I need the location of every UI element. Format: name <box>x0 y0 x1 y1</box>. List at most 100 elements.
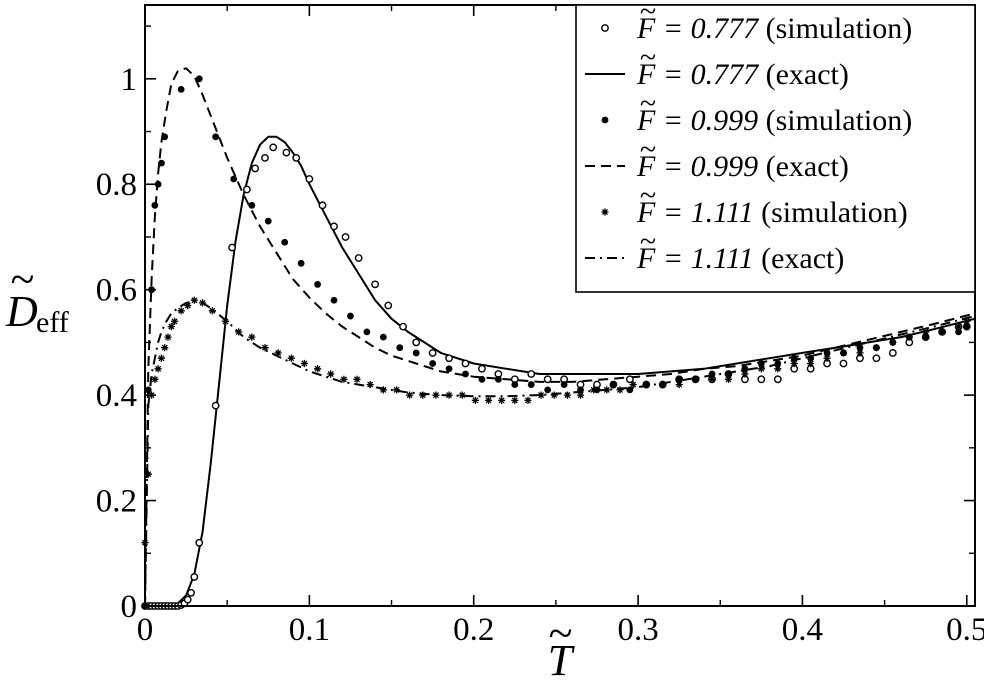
data-point <box>938 328 946 336</box>
legend-symbol: F <box>636 150 656 183</box>
data-point <box>264 217 272 225</box>
points-layer <box>141 75 971 610</box>
data-point <box>461 359 470 368</box>
legend-label: F = 1.111 (exact) <box>636 242 844 275</box>
legend-accent: ~ <box>640 225 656 258</box>
y-axis-title-accent: ~ <box>10 255 34 304</box>
data-point <box>300 359 308 368</box>
legend-symbol: F <box>636 242 656 275</box>
data-point <box>190 296 198 304</box>
legend-value: 0.777 <box>691 12 761 45</box>
data-point <box>544 386 552 394</box>
data-point <box>494 375 502 383</box>
legend-label: F = 0.777 (exact) <box>636 58 849 91</box>
data-point <box>757 365 765 373</box>
data-point <box>872 344 880 352</box>
data-point <box>537 391 545 399</box>
x-tick-label: 0.5 <box>946 612 984 648</box>
data-point <box>195 75 203 83</box>
x-tick-label: 0.4 <box>782 612 823 648</box>
data-point <box>292 153 301 162</box>
data-point <box>419 391 427 399</box>
data-point <box>154 365 162 373</box>
data-point <box>922 328 930 336</box>
data-point <box>161 133 169 141</box>
data-point <box>340 375 348 383</box>
legend-marker <box>601 116 609 124</box>
data-point <box>429 360 437 367</box>
series-line-dashed <box>145 67 975 606</box>
data-point <box>154 180 162 188</box>
x-tick-label: 0.3 <box>617 612 658 648</box>
data-point <box>379 386 387 394</box>
data-point <box>281 238 289 246</box>
data-point <box>195 538 204 547</box>
data-point <box>563 391 571 399</box>
data-point <box>603 386 611 394</box>
data-point <box>379 333 387 341</box>
data-point <box>888 349 897 357</box>
data-point <box>269 143 278 152</box>
data-point <box>235 328 243 336</box>
data-point <box>708 370 716 378</box>
legend-value: 1.111 <box>691 196 754 229</box>
data-point <box>161 344 169 352</box>
data-point <box>366 381 374 389</box>
legend-value: 0.999 <box>691 104 759 137</box>
data-point <box>384 301 393 310</box>
data-point <box>151 375 159 383</box>
data-point <box>445 391 453 399</box>
data-point <box>724 375 733 383</box>
data-point <box>955 323 963 331</box>
data-point <box>158 159 165 167</box>
data-point <box>261 344 269 352</box>
data-point <box>511 396 519 404</box>
data-point <box>577 386 584 394</box>
data-point <box>412 338 421 347</box>
data-point <box>543 375 552 384</box>
x-tick-label: 0 <box>137 612 154 648</box>
data-point <box>445 354 453 363</box>
data-point <box>626 386 634 394</box>
y-axis-title: D <box>5 287 38 336</box>
data-point <box>251 164 260 173</box>
data-point <box>774 360 782 367</box>
data-point <box>354 254 363 262</box>
data-point <box>524 396 532 404</box>
data-point <box>190 573 199 581</box>
data-point <box>478 375 486 383</box>
data-point <box>807 354 815 362</box>
legend-note: (exact) <box>758 58 849 91</box>
legend-eq: = <box>655 12 690 45</box>
data-point <box>625 375 634 384</box>
data-point <box>471 396 479 404</box>
legend-box <box>575 4 976 293</box>
y-tick-label: 0.4 <box>96 378 137 414</box>
data-point <box>230 175 238 183</box>
data-point <box>353 375 361 383</box>
data-point <box>371 280 379 289</box>
legend-value: 0.777 <box>691 58 761 91</box>
legend-accent: ~ <box>640 179 656 212</box>
legend-symbol: F <box>636 58 656 91</box>
data-point <box>198 299 207 307</box>
plot-frame <box>144 4 976 607</box>
data-point <box>305 175 314 183</box>
data-point <box>741 365 749 373</box>
data-point <box>725 370 732 378</box>
data-point <box>314 365 322 373</box>
y-tick-label: 0.2 <box>96 484 137 520</box>
data-point <box>692 375 700 383</box>
legend-label: F = 1.111 (simulation) <box>636 196 908 229</box>
data-point <box>790 359 798 368</box>
legend-note: (exact) <box>754 242 845 275</box>
data-point <box>228 243 237 252</box>
data-point <box>341 233 350 241</box>
x-tick-label: 0.1 <box>289 612 330 648</box>
legend-value: 0.999 <box>691 150 759 183</box>
data-point <box>889 338 897 346</box>
data-point <box>187 588 195 597</box>
y-tick-label: 0 <box>121 589 138 625</box>
data-point <box>590 386 598 394</box>
